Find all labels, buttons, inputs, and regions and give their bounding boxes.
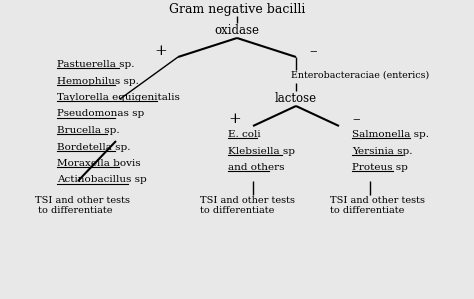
Text: and others: and others [228, 163, 284, 172]
Text: Hemophilus sp.: Hemophilus sp. [57, 77, 139, 86]
Text: +: + [228, 112, 241, 126]
Text: E. coli: E. coli [228, 130, 261, 139]
Text: Salmonella sp.: Salmonella sp. [352, 130, 429, 139]
Text: Yersinia sp.: Yersinia sp. [352, 147, 412, 155]
Text: +: + [155, 44, 167, 58]
Text: Pastuerella sp.: Pastuerella sp. [57, 60, 135, 69]
Text: lactose: lactose [275, 92, 317, 105]
Text: Actinobacillus sp: Actinobacillus sp [57, 176, 147, 184]
Text: Proteus sp: Proteus sp [352, 163, 408, 172]
Text: Taylorella equigenitalis: Taylorella equigenitalis [57, 93, 180, 102]
Text: TSI and other tests
to differentiate: TSI and other tests to differentiate [200, 196, 295, 215]
Text: Pseudomonas sp: Pseudomonas sp [57, 109, 144, 118]
Text: TSI and other tests
to differentiate: TSI and other tests to differentiate [330, 196, 425, 215]
Text: Gram negative bacilli: Gram negative bacilli [169, 3, 305, 16]
Text: –: – [352, 112, 360, 126]
Text: Bordetella sp.: Bordetella sp. [57, 143, 130, 152]
Text: TSI and other tests
 to differentiate: TSI and other tests to differentiate [35, 196, 130, 215]
Text: –: – [309, 44, 317, 58]
Text: Moraxella bovis: Moraxella bovis [57, 159, 141, 168]
Text: Enterobacteraciae (enterics): Enterobacteraciae (enterics) [291, 71, 429, 80]
Text: Brucella sp.: Brucella sp. [57, 126, 119, 135]
Text: Klebsiella sp: Klebsiella sp [228, 147, 295, 155]
Text: oxidase: oxidase [215, 24, 259, 37]
